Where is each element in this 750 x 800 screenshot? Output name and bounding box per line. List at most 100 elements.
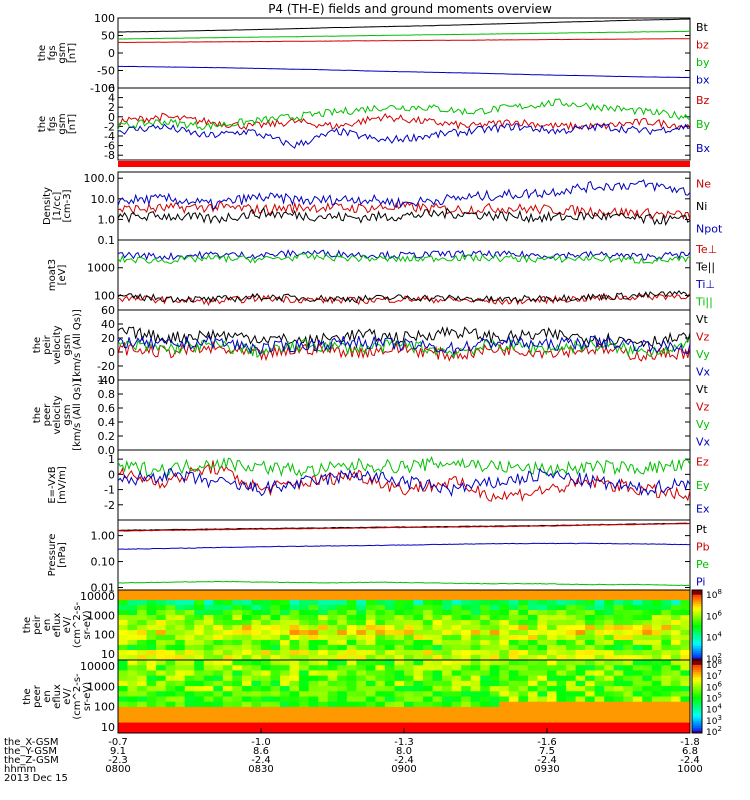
spectro-cell <box>547 722 558 729</box>
panel-vel2: thepeervelocitygsm[km/s (All Qs)] 1.00.80… <box>32 374 711 457</box>
spectro-cell <box>280 696 291 703</box>
spectro-cell <box>318 691 329 697</box>
spectro-cell <box>222 625 233 631</box>
spectro-cell <box>451 625 462 631</box>
colorbar-step <box>692 611 702 614</box>
spectro-cell <box>642 660 653 666</box>
spectro-cell <box>594 645 605 651</box>
spectro-cell <box>308 660 319 666</box>
spectro-cell <box>251 670 262 677</box>
spectro-cell <box>270 600 281 606</box>
spectro-cell <box>451 696 462 703</box>
spectro-cell <box>327 701 338 708</box>
spectro-cell <box>156 655 167 661</box>
spectro-cell <box>251 635 262 641</box>
spectro-cell <box>232 615 243 621</box>
spectro-cell <box>518 610 529 616</box>
spectro-cell <box>518 691 529 697</box>
spectro-cell <box>184 615 195 621</box>
spectro-cell <box>604 706 615 713</box>
spectro-cell <box>118 655 129 661</box>
spectro-cell <box>632 655 643 661</box>
spectro-cell <box>251 645 262 651</box>
spectro-cell <box>480 722 491 729</box>
spectro-cell <box>327 590 338 596</box>
spectro-cell <box>661 630 672 636</box>
time-row-value: -1.8 <box>680 737 700 748</box>
spectro-cell <box>623 590 634 596</box>
spectro-cell <box>661 696 672 703</box>
spectro-cell <box>508 686 519 692</box>
spectro-cell <box>680 605 691 611</box>
spectro-cell <box>604 691 615 697</box>
spectro-cell <box>308 686 319 692</box>
spectro-cell <box>365 722 376 729</box>
spectro-cell <box>137 696 148 703</box>
spectro-cell <box>318 655 329 661</box>
spectro-cell <box>547 605 558 611</box>
spectro-cell <box>470 722 481 729</box>
spectro-cell <box>480 701 491 708</box>
spectro-cell <box>461 696 472 703</box>
spectro-cell <box>404 625 415 631</box>
spectro-cell <box>613 590 624 596</box>
spectro-cell <box>375 645 386 651</box>
time-row-value: -1.0 <box>251 737 271 748</box>
ytick-label: 100 <box>94 12 115 25</box>
spectro-cell <box>461 686 472 692</box>
legend-Vz: Vz <box>696 400 710 413</box>
spectro-cell <box>213 590 224 596</box>
spectro-cell <box>480 615 491 621</box>
spectro-cell <box>575 625 586 631</box>
spectro-cell <box>613 630 624 636</box>
spectro-cell <box>289 625 300 631</box>
spectro-cell <box>289 635 300 641</box>
spectro-cell <box>318 670 329 677</box>
spectro-cell <box>461 670 472 677</box>
spectro-cell <box>518 722 529 729</box>
spectro-cell <box>165 717 176 724</box>
spectro-cell <box>394 610 405 616</box>
ylabel-line: [cm-3] <box>62 189 73 222</box>
spectro-cell <box>432 600 443 606</box>
spectro-cell <box>566 650 577 656</box>
spectro-cell <box>547 635 558 641</box>
spectro-cell <box>423 701 434 708</box>
colorbar-step <box>692 643 702 647</box>
spectro-cell <box>423 670 434 677</box>
spectro-cell <box>165 620 176 626</box>
spectro-cell <box>585 630 596 636</box>
spectro-cell <box>461 717 472 724</box>
spectro-cell <box>547 615 558 621</box>
spectro-cell <box>203 620 214 626</box>
time-row-value: -2.3 <box>108 755 128 766</box>
spectro-cell <box>632 696 643 703</box>
spectro-cell <box>308 696 319 703</box>
spectro-cell <box>508 701 519 708</box>
spectro-cell <box>213 610 224 616</box>
spectro-cell <box>537 610 548 616</box>
spectro-cell <box>156 722 167 729</box>
spectro-cell <box>480 610 491 616</box>
spectro-cell <box>604 640 615 646</box>
spectro-cell <box>585 675 596 682</box>
spectro-cell <box>261 600 272 606</box>
spectro-cell <box>251 655 262 661</box>
spectro-cell <box>203 615 214 621</box>
spectro-cell <box>670 630 681 636</box>
spectro-cell <box>594 717 605 724</box>
spectro-cell <box>165 670 176 677</box>
spectro-cell <box>118 696 129 703</box>
spectro-cell <box>346 691 357 697</box>
spectro-cell <box>318 712 329 718</box>
spectro-cell <box>299 635 310 641</box>
spectro-cell <box>413 675 424 682</box>
spectro-cell <box>432 625 443 631</box>
spectro-cell <box>680 625 691 631</box>
spectro-cell <box>508 706 519 713</box>
spectro-cell <box>146 630 157 636</box>
spectro-cell <box>632 670 643 677</box>
spectro-cell <box>289 696 300 703</box>
spectro-cell <box>518 590 529 596</box>
spectro-cell <box>585 696 596 703</box>
